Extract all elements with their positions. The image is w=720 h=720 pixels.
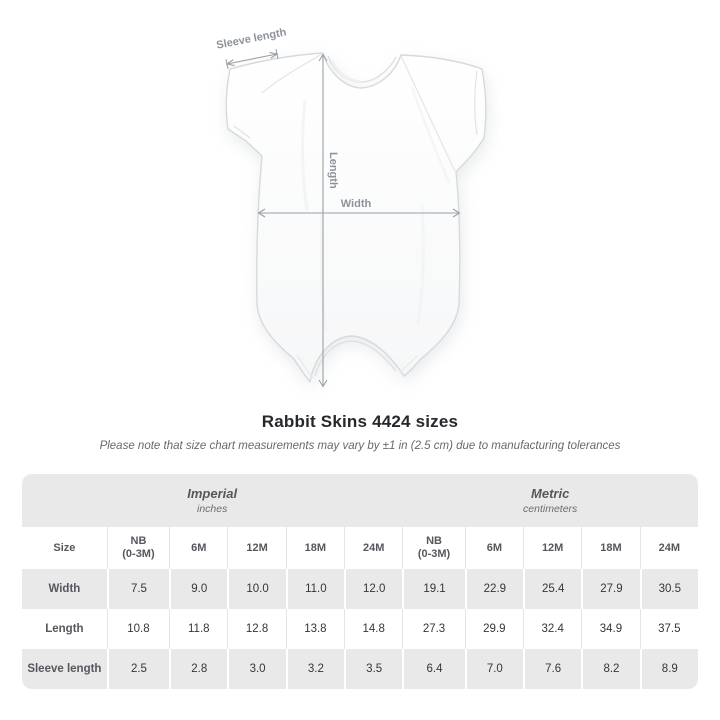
size-value-cell: 22.9: [464, 569, 523, 609]
row-label-length: Length: [22, 609, 107, 649]
size-value-cell: 12.0: [344, 569, 403, 609]
imperial-band: Imperial inches: [22, 474, 403, 527]
size-value-cell: 10.8: [106, 609, 170, 649]
col-header-12m: 12M: [227, 527, 286, 569]
size-value-cell: 14.8: [344, 609, 403, 649]
length-label: Length: [327, 152, 339, 189]
size-value-cell: 32.4: [523, 609, 582, 649]
size-corner-header: Size: [22, 527, 107, 569]
size-table-container: Imperial inches Metric centimeters Size …: [22, 474, 698, 689]
col-header-nb-0-3m: NB (0-3M): [402, 527, 465, 569]
imperial-label: Imperial: [187, 485, 238, 501]
size-value-cell: 2.5: [106, 649, 170, 689]
size-value-cell: 12.8: [227, 609, 286, 649]
imperial-unit: inches: [196, 502, 228, 515]
col-header-18m: 18M: [285, 527, 345, 569]
col-header-6m: 6M: [464, 527, 523, 569]
bodysuit-illustration: Sleeve length Length Width: [215, 26, 487, 388]
sleeve-length-arrow: [225, 48, 279, 70]
size-value-cell: 7.0: [464, 649, 523, 689]
metric-unit: centimeters: [523, 502, 578, 515]
size-value-cell: 9.0: [169, 569, 228, 609]
size-header-row: Size NB (0-3M) 6M 12M 18M 24M NB (0-3M) 6M 12M 1…: [22, 527, 698, 569]
size-value-cell: 2.8: [169, 649, 228, 689]
size-table: Imperial inches Metric centimeters Size …: [22, 474, 698, 689]
col-header-6m: 6M: [169, 527, 228, 569]
bodysuit-shape: [225, 52, 487, 383]
length-arrow: [318, 53, 328, 388]
size-value-cell: 7.6: [523, 649, 582, 689]
size-value-cell: 27.3: [402, 609, 465, 649]
col-header-18m: 18M: [581, 527, 640, 569]
size-value-cell: 34.9: [581, 609, 640, 649]
row-label-width: Width: [22, 569, 107, 609]
width-arrow: [257, 208, 461, 218]
tolerance-note: Please note that size chart measurements…: [99, 440, 621, 452]
size-value-cell: 13.8: [285, 609, 345, 649]
col-header-12m: 12M: [523, 527, 582, 569]
sleeve-length-label: Sleeve length: [215, 26, 287, 51]
row-label-sleeve-length: Sleeve length: [22, 649, 107, 689]
size-value-cell: 11.0: [285, 569, 345, 609]
size-value-cell: 10.0: [227, 569, 286, 609]
unit-band-row: Imperial inches Metric centimeters: [22, 474, 698, 527]
size-value-cell: 3.2: [285, 649, 345, 689]
size-value-cell: 7.5: [106, 569, 170, 609]
col-header-nb-0-3m: NB (0-3M): [106, 527, 170, 569]
metric-band: Metric centimeters: [402, 474, 698, 527]
table-row-width: Width 7.5 9.0 10.0 11.0 12.0 19.1 22.9 25.4 27.9 3…: [22, 569, 698, 609]
page-title: Rabbit Skins 4424 sizes: [261, 412, 459, 431]
width-label: Width: [341, 198, 372, 210]
size-value-cell: 30.5: [639, 569, 698, 609]
size-value-cell: 19.1: [402, 569, 465, 609]
table-row-sleeve-length: Sleeve length 2.5 2.8 3.0 3.2 3.5 6.4 7.0 7.6 8.2…: [22, 649, 698, 689]
metric-label: Metric: [531, 485, 570, 501]
col-header-24m: 24M: [344, 527, 403, 569]
size-value-cell: 25.4: [523, 569, 582, 609]
size-value-cell: 3.0: [227, 649, 286, 689]
size-value-cell: 3.5: [344, 649, 403, 689]
size-value-cell: 27.9: [581, 569, 640, 609]
garment-measurement-diagram: Sleeve length Length Width: [200, 25, 520, 400]
size-value-cell: 29.9: [464, 609, 523, 649]
size-value-cell: 11.8: [169, 609, 228, 649]
col-header-24m: 24M: [639, 527, 698, 569]
size-value-cell: 8.9: [639, 649, 698, 689]
size-value-cell: 6.4: [402, 649, 465, 689]
size-value-cell: 37.5: [639, 609, 698, 649]
table-row-length: Length 10.8 11.8 12.8 13.8 14.8 27.3 29.9 32.4 34…: [22, 609, 698, 649]
size-value-cell: 8.2: [581, 649, 640, 689]
